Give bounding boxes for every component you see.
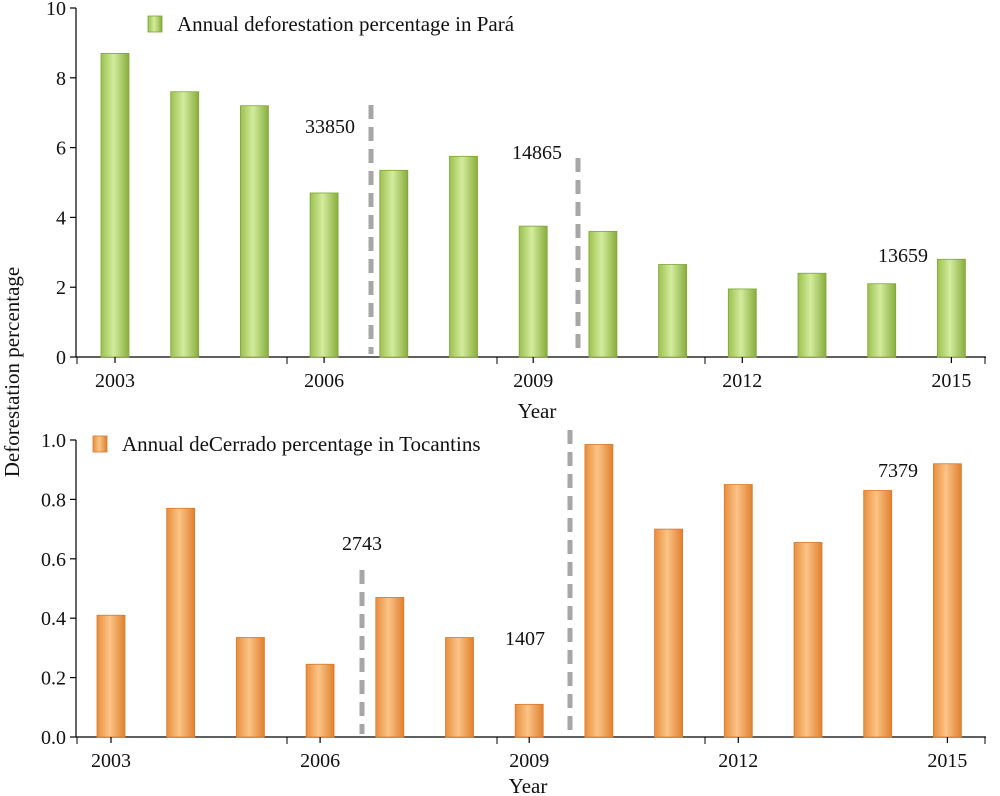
bar-2009 (518, 225, 548, 358)
y-tick-label: 2 (56, 277, 66, 299)
x-tick-label: 2015 (931, 370, 971, 392)
bar-2011 (654, 528, 683, 738)
x-axis-title: Year (518, 399, 557, 423)
legend-swatch (147, 15, 163, 33)
bar-2013 (797, 272, 827, 358)
legend-swatch (92, 435, 108, 453)
x-tick-label: 2012 (718, 750, 758, 772)
annotation-label: 2743 (342, 533, 382, 555)
bar-2003 (100, 52, 130, 358)
bar-2008 (445, 637, 474, 738)
y-tick-label: 0.0 (41, 727, 66, 749)
x-tick-label: 2009 (509, 750, 549, 772)
x-axis-title: Year (509, 774, 548, 796)
annotation-label: 33850 (305, 116, 355, 138)
y-tick-label: 8 (56, 68, 66, 90)
annotation-label: 14865 (512, 142, 562, 164)
bar-2007 (379, 169, 409, 358)
bar-2011 (658, 264, 687, 358)
bar-2004 (166, 507, 196, 738)
x-tick-label: 2009 (513, 370, 553, 392)
bar-2012 (727, 288, 757, 358)
legend-label: Annual deCerrado percentage in Tocantins (122, 432, 481, 456)
x-tick-label: 2006 (300, 750, 340, 772)
bar-2005 (235, 637, 265, 738)
x-tick-label: 2003 (91, 750, 131, 772)
bar-2015 (937, 258, 966, 358)
annotation-label: 13659 (878, 245, 928, 267)
y-tick-label: 0 (56, 347, 66, 369)
bar-2014 (863, 490, 893, 738)
bar-2010 (584, 444, 614, 738)
shared-y-axis-title: Deforestation percentage (0, 267, 24, 477)
y-tick-label: 6 (56, 138, 66, 160)
bar-2004 (170, 91, 200, 358)
bar-2012 (723, 484, 753, 738)
tocantins-cerrado-chart: 0.0 0.2 0.4 0.6 0.8 1.0 2003 2006 2009 2012 2015 Ye… (41, 430, 986, 796)
annotation-label: 7379 (878, 460, 918, 482)
bar-2009 (514, 703, 544, 738)
bar-2007 (375, 597, 405, 738)
x-tick-label: 2015 (927, 750, 967, 772)
bar-2015 (933, 463, 962, 738)
x-tick-label: 2006 (304, 370, 344, 392)
bar-2013 (793, 542, 823, 738)
y-tick-label: 0.2 (41, 668, 66, 690)
y-tick-label: 0.8 (41, 489, 66, 511)
y-tick-label: 0.6 (41, 549, 66, 571)
x-tick-label: 2012 (722, 370, 762, 392)
bar-2005 (239, 105, 269, 358)
legend-label: Annual deforestation percentage in Pará (177, 12, 515, 36)
bar-2014 (867, 283, 897, 358)
para-deforestation-chart: 0 2 4 6 8 10 2003 2006 2009 2012 2015 Year 33850 1486… (46, 0, 986, 423)
bar-2003 (96, 614, 126, 738)
x-tick-label: 2003 (95, 370, 135, 392)
annotation-label: 1407 (505, 628, 545, 650)
bar-2010 (588, 230, 618, 358)
y-tick-label: 10 (46, 0, 66, 20)
bar-2006 (309, 192, 339, 358)
y-tick-label: 4 (56, 207, 66, 229)
y-tick-label: 1.0 (41, 430, 66, 452)
bar-2008 (449, 155, 478, 358)
y-tick-label: 0.4 (41, 608, 66, 630)
bar-2006 (305, 663, 335, 738)
